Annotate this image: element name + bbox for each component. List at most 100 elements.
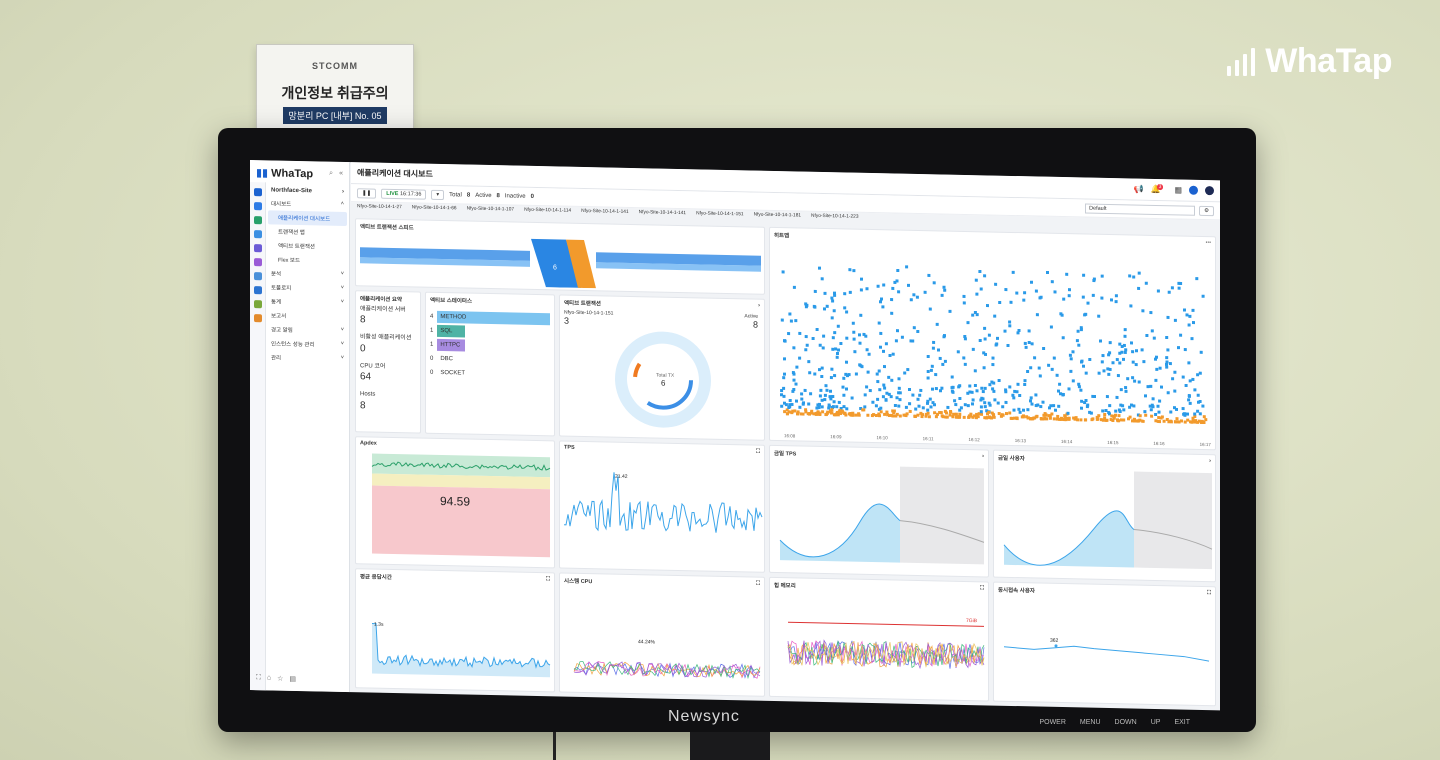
calendar-icon[interactable]: ▦ xyxy=(1174,185,1182,195)
hitmap-dot xyxy=(1022,408,1025,412)
hitmap-dot xyxy=(1106,367,1110,371)
hitmap-dot xyxy=(833,293,837,297)
expand-icon[interactable]: ⛶ xyxy=(756,580,760,587)
monitor-button-up[interactable]: UP xyxy=(1150,719,1161,726)
hitmap-dot xyxy=(1157,410,1161,414)
hitmap-dot xyxy=(898,414,902,418)
hitmap-dot xyxy=(780,393,783,397)
star-icon[interactable]: ☆ xyxy=(277,675,284,683)
status-row[interactable]: 4 METHOD xyxy=(430,310,550,326)
agent-item[interactable]: Nfyo-Site-10-14-1-151 xyxy=(696,211,744,218)
hitmap-dot xyxy=(1052,356,1056,360)
monitor-button-menu[interactable]: MENU xyxy=(1079,719,1101,726)
sidebar-item-manage[interactable]: 관리 ˅ xyxy=(268,350,347,366)
hitmap-dot xyxy=(926,376,930,380)
more-icon[interactable]: ⋯ xyxy=(1205,240,1212,247)
agent-item[interactable]: Nfyo-Site-10-14-1-114 xyxy=(524,207,572,214)
language-icon[interactable] xyxy=(1189,185,1198,195)
hitmap-dot xyxy=(848,290,852,294)
status-row[interactable]: 0 DBC xyxy=(430,353,550,368)
agent-item[interactable]: Nfyo-Site-10-14-1-107 xyxy=(466,206,515,213)
agent-item[interactable]: Nfyo-Site-10-14-1-141 xyxy=(581,208,629,215)
hitmap-dot xyxy=(891,352,895,356)
megaphone-icon[interactable]: 📢 xyxy=(1133,184,1144,194)
agent-item[interactable]: Nfyo-Site-10-14-1-223 xyxy=(811,213,859,220)
hitmap-dot xyxy=(1204,418,1208,422)
hitmap-dot xyxy=(1144,394,1147,398)
search-icon[interactable]: ⌕ xyxy=(329,169,334,177)
hitmap-dot xyxy=(1089,411,1093,415)
user-avatar[interactable] xyxy=(1205,186,1214,196)
hitmap-dot xyxy=(1180,419,1183,423)
doc-icon[interactable]: ▤ xyxy=(289,675,297,683)
hitmap-dot xyxy=(1084,371,1088,375)
expand-icon[interactable]: ⛶ xyxy=(256,674,261,682)
chevron-right-icon[interactable]: › xyxy=(982,453,984,460)
bell-icon[interactable]: 🔔3 xyxy=(1150,183,1164,195)
expand-icon[interactable]: ⛶ xyxy=(546,576,550,583)
hitmap-dot xyxy=(1181,375,1185,379)
hitmap-dot xyxy=(928,397,932,401)
hitmap-dot xyxy=(837,348,840,352)
donut-label: Total TX xyxy=(656,373,675,379)
hitmap-dot xyxy=(950,386,954,390)
hitmap-dot xyxy=(1171,377,1175,381)
hitmap-dot xyxy=(823,393,827,397)
collapse-icon[interactable]: « xyxy=(339,169,343,177)
hitmap-dot xyxy=(992,389,996,393)
dashboard-icon[interactable] xyxy=(253,202,262,211)
inactive-count: 0 xyxy=(530,193,534,200)
app-icon[interactable] xyxy=(253,216,262,225)
hitmap-dot xyxy=(971,398,975,402)
cloud-icon[interactable] xyxy=(253,286,262,295)
agent-item[interactable]: Nfyo-Site-10-14-1-66 xyxy=(411,205,457,212)
hitmap-dot xyxy=(927,415,931,419)
agent-item[interactable]: Nfyo-Site-10-14-1-27 xyxy=(357,204,402,211)
expand-icon[interactable]: ⛶ xyxy=(1207,590,1211,597)
hitmap-dot xyxy=(783,410,787,414)
hitmap-dot xyxy=(783,339,786,343)
expand-icon[interactable]: ⛶ xyxy=(756,448,760,455)
pause-button[interactable]: ❚❚ xyxy=(357,187,377,199)
settings-button[interactable]: ⚙ xyxy=(1199,205,1214,216)
hitmap-dot xyxy=(1001,405,1005,409)
hitmap-dot xyxy=(966,321,970,325)
agent-filter[interactable]: ▾ xyxy=(431,189,445,200)
home-icon[interactable]: ⌂ xyxy=(266,674,272,682)
server-icon[interactable] xyxy=(253,258,262,267)
hitmap-dot xyxy=(1162,419,1166,423)
status-count: 1 xyxy=(430,341,434,348)
k8s-icon[interactable] xyxy=(253,230,262,239)
hitmap-dot xyxy=(780,318,784,322)
live-label: LIVE xyxy=(386,190,399,197)
expand-icon[interactable]: ⛶ xyxy=(980,585,984,592)
alert-icon[interactable] xyxy=(253,314,262,323)
hitmap-dot xyxy=(1101,354,1105,358)
hitmap-dot xyxy=(994,282,998,286)
monitor-button-exit[interactable]: EXIT xyxy=(1174,719,1190,726)
status-row[interactable]: 0 SOCKET xyxy=(430,367,550,382)
hitmap-dot xyxy=(1066,411,1070,415)
monitor-button-power[interactable]: POWER xyxy=(1039,719,1066,726)
status-row[interactable]: 1 HTTPC xyxy=(430,338,550,354)
monitor-button-down[interactable]: DOWN xyxy=(1114,719,1137,726)
agent-item[interactable]: Nfyo-Site-10-14-1-141 xyxy=(638,210,687,217)
db-icon[interactable] xyxy=(253,244,262,253)
hitmap-dot xyxy=(1065,272,1069,276)
sign-company: STCOMM xyxy=(312,61,358,71)
live-time[interactable]: LIVE 16:17:36 xyxy=(381,188,427,200)
project-icon[interactable] xyxy=(253,188,262,197)
agent-item[interactable]: Nfyo-Site-10-14-1-181 xyxy=(753,212,802,219)
hitmap-dot xyxy=(940,414,944,418)
chevron-right-icon[interactable]: › xyxy=(1209,458,1211,465)
hitmap-dot xyxy=(804,305,808,309)
preset-select[interactable]: Default xyxy=(1085,202,1196,216)
log-icon[interactable] xyxy=(253,300,262,309)
hitmap-dot xyxy=(1091,293,1095,297)
status-row[interactable]: 1 SQL xyxy=(430,324,550,340)
hitmap-dot xyxy=(1131,376,1135,380)
network-icon[interactable] xyxy=(253,272,262,281)
hitmap-dot xyxy=(885,410,889,414)
hitmap-dot xyxy=(878,388,882,392)
chevron-right-icon[interactable]: › xyxy=(758,302,760,309)
